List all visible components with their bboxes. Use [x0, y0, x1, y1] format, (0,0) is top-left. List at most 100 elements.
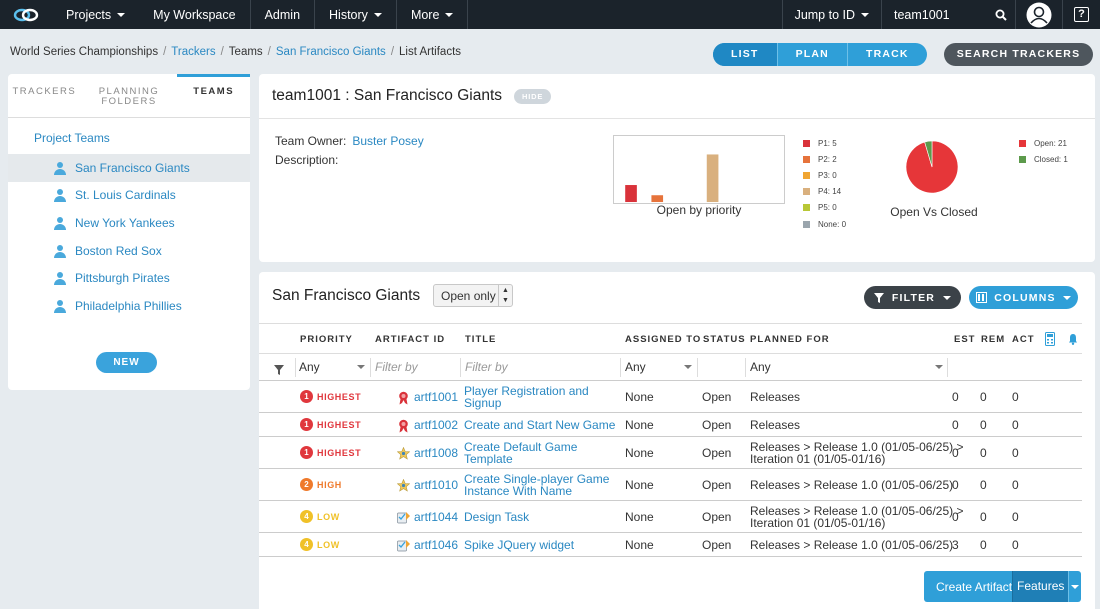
act-cell: 0 [1012, 510, 1019, 524]
col-status[interactable]: STATUS [703, 334, 746, 345]
priority-label: HIGHEST [317, 447, 362, 458]
legend-item: P2: 2 [803, 151, 846, 167]
planned-line: Releases [750, 390, 801, 404]
artifact-id-filter-input[interactable]: Filter by [375, 360, 418, 374]
team-owner-link[interactable]: Buster Posey [352, 134, 424, 148]
jump-to-id-menu[interactable]: Jump to ID [781, 0, 881, 29]
team-list: San Francisco Giants St. Louis Cardinals N… [8, 154, 250, 320]
status-cell: Open [702, 418, 732, 432]
est-cell: 0 [952, 390, 959, 404]
nav-item-history[interactable]: History [315, 0, 397, 29]
chevron-down-icon[interactable] [1068, 571, 1081, 602]
search-icon[interactable] [987, 0, 1015, 29]
act-cell: 0 [1012, 538, 1019, 552]
title-line: Create Default Game [464, 440, 578, 454]
team-info-header: team1001 : San Francisco Giants HIDE [259, 74, 1095, 119]
artifact-title-link[interactable]: Create and Start New Game [464, 419, 615, 431]
tab-plan[interactable]: PLAN [778, 43, 848, 66]
tab-track[interactable]: TRACK [865, 48, 909, 60]
artifact-id-link[interactable]: artf1002 [397, 418, 458, 432]
bell-icon[interactable] [1068, 333, 1078, 348]
legend-swatch [803, 139, 810, 147]
est-cell: 0 [952, 510, 959, 524]
legend-swatch [1019, 155, 1026, 163]
filter-button[interactable]: FILTER [864, 286, 961, 309]
breadcrumb-separator: / [390, 46, 395, 58]
nav-item-my-workspace[interactable]: My Workspace [139, 0, 251, 29]
sidebar-item-team[interactable]: St. Louis Cardinals [8, 182, 250, 210]
tab-teams[interactable]: TEAMS [177, 74, 251, 117]
breadcrumb-item[interactable]: Trackers [171, 46, 216, 58]
sidebar-item-team[interactable]: San Francisco Giants [8, 154, 250, 182]
team-owner-label: Team Owner: [275, 134, 347, 148]
table-row[interactable]: 2 HIGH artf1010 Create Single-player Game In… [259, 469, 1082, 501]
artifact-type-select[interactable]: Features [1012, 571, 1069, 602]
create-artifact-button[interactable]: Create Artifact Features [924, 571, 1081, 602]
col-rem[interactable]: REM [981, 334, 1006, 345]
status-filter-select[interactable]: Open only ▲ ▼ [433, 284, 513, 307]
artifact-title-link[interactable]: Create Single-player Game Instance With N… [464, 473, 609, 497]
nav-item-admin[interactable]: Admin [251, 0, 316, 29]
table-row[interactable]: 1 HIGHEST artf1002 Create and Start New Gam… [259, 413, 1082, 437]
nav-item-more[interactable]: More [397, 0, 469, 29]
artifact-title-link[interactable]: Create Default Game Template [464, 441, 577, 465]
sidebar-item-team[interactable]: Pittsburgh Pirates [8, 264, 250, 292]
avatar[interactable] [1015, 0, 1062, 29]
user-id-field[interactable]: team1001 [881, 0, 987, 29]
col-est[interactable]: EST [954, 334, 976, 345]
table-row[interactable]: 4 LOW artf1044 Design Task None Open Releases … [259, 501, 1082, 533]
artifact-title-link[interactable]: Player Registration and Signup [464, 385, 589, 409]
calculator-icon[interactable] [1045, 332, 1055, 349]
app-logo-icon[interactable] [0, 0, 52, 29]
artifact-id-link[interactable]: artf1046 [397, 538, 458, 552]
planned-filter-select[interactable]: Any [750, 360, 771, 374]
search-trackers-button[interactable]: SEARCH TRACKERS [944, 43, 1093, 66]
assigned-filter-select[interactable]: Any [625, 360, 646, 374]
status-cell: Open [702, 478, 732, 492]
col-priority[interactable]: PRIORITY [300, 334, 353, 345]
project-teams-link[interactable]: Project Teams [34, 131, 110, 145]
col-title[interactable]: TITLE [465, 334, 497, 345]
tab-list[interactable]: LIST [713, 43, 778, 66]
artifact-id-link[interactable]: artf1008 [396, 446, 458, 460]
artifact-title-link[interactable]: Spike JQuery widget [464, 539, 574, 551]
artifact-id-link[interactable]: artf1044 [397, 510, 458, 524]
sidebar-item-team[interactable]: Boston Red Sox [8, 237, 250, 265]
columns-label: COLUMNS [994, 291, 1056, 304]
sidebar-item-label: St. Louis Cardinals [75, 188, 176, 203]
artifact-id: artf1046 [414, 538, 459, 552]
title-line: Design Task [464, 510, 530, 524]
sidebar-item-team[interactable]: Philadelphia Phillies [8, 292, 250, 320]
breadcrumb-separator: / [220, 46, 224, 58]
title-filter-input[interactable]: Filter by [465, 360, 508, 374]
priority-cell: 2 HIGH [300, 478, 342, 491]
tab-trackers[interactable]: TRACKERS [12, 86, 77, 97]
table-row[interactable]: 1 HIGHEST artf1001 Player Registration and S… [259, 381, 1082, 413]
col-planned-for[interactable]: PLANNED FOR [750, 334, 830, 345]
team-icon [53, 161, 67, 175]
columns-button[interactable]: COLUMNS [969, 286, 1078, 309]
table-row[interactable]: 4 LOW artf1046 Spike JQuery widget None Open R… [259, 533, 1082, 557]
nav-item-projects[interactable]: Projects [52, 0, 139, 29]
priority-number-badge: 4 [300, 538, 313, 551]
hide-button[interactable]: HIDE [514, 88, 552, 104]
tab-planning-folders[interactable]: PLANNING FOLDERS [98, 86, 160, 107]
col-act[interactable]: ACT [1012, 334, 1035, 345]
sidebar-item-team[interactable]: New York Yankees [8, 209, 250, 237]
legend-label: Closed: 1 [1034, 154, 1068, 164]
col-artifact-id[interactable]: ARTIFACT ID [375, 334, 446, 345]
legend-swatch [803, 171, 810, 179]
priority-filter-select[interactable]: Any [299, 360, 320, 374]
help-icon[interactable]: ? [1062, 0, 1100, 29]
table-row[interactable]: 1 HIGHEST artf1008 Create Default Game Templ… [259, 437, 1082, 469]
artifact-id-link[interactable]: artf1010 [396, 478, 458, 492]
artifact-title-link[interactable]: Design Task [464, 511, 529, 523]
sidebar-tabs: TRACKERS PLANNING FOLDERS TEAMS [8, 74, 251, 118]
priority-label: LOW [317, 511, 340, 522]
col-assigned-to[interactable]: ASSIGNED TO [625, 334, 702, 345]
artifact-id-link[interactable]: artf1001 [397, 390, 458, 404]
priority-label: HIGHEST [317, 391, 362, 402]
new-team-button[interactable]: NEW [96, 352, 157, 373]
assigned-to-cell: None [625, 418, 654, 432]
breadcrumb-item[interactable]: San Francisco Giants [275, 46, 386, 58]
